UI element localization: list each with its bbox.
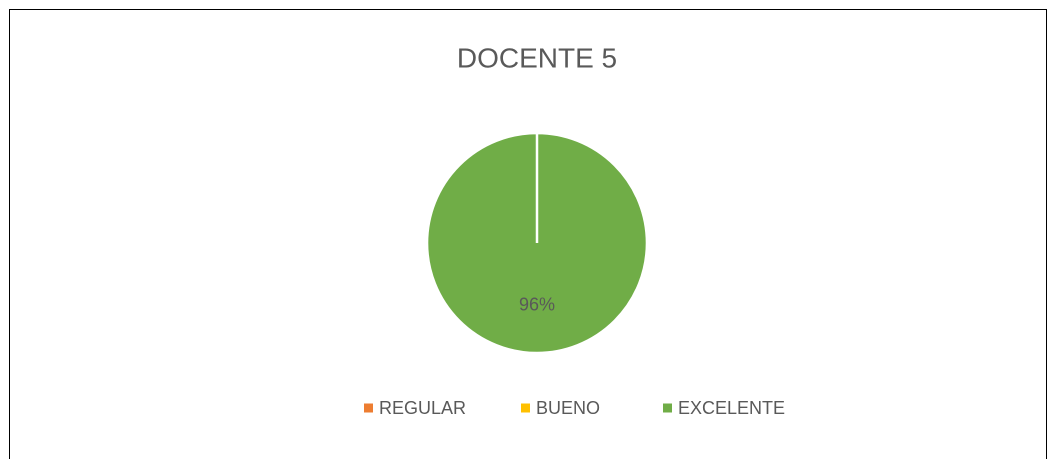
legend-label: EXCELENTE: [678, 398, 785, 418]
chart-title: DOCENTE 5: [457, 42, 617, 73]
legend-label: REGULAR: [379, 398, 466, 418]
pie-slice: [425, 131, 649, 355]
legend-label: BUENO: [536, 398, 600, 418]
data-label: 96%: [519, 294, 555, 314]
legend-marker: [364, 403, 373, 413]
legend-marker: [521, 403, 530, 413]
legend-marker: [663, 403, 672, 413]
